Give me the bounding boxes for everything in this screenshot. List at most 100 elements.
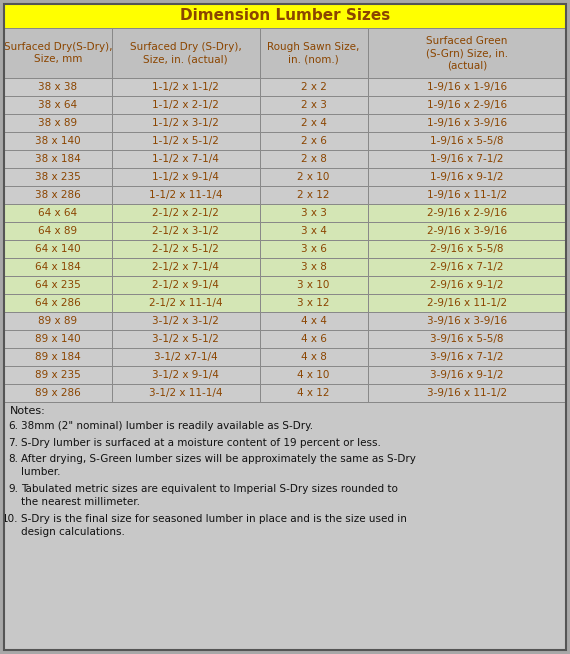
Bar — [260, 168, 368, 186]
Bar — [112, 312, 260, 330]
Text: 2-9/16 x 2-9/16: 2-9/16 x 2-9/16 — [427, 208, 507, 218]
Text: 64 x 140: 64 x 140 — [35, 244, 81, 254]
Bar — [368, 78, 566, 96]
Bar — [4, 186, 112, 204]
Bar — [260, 330, 368, 348]
Bar — [112, 276, 260, 294]
Bar — [4, 132, 112, 150]
Text: 64 x 235: 64 x 235 — [35, 280, 81, 290]
Bar — [112, 168, 260, 186]
Bar — [260, 132, 368, 150]
Bar — [260, 150, 368, 168]
Text: 3 x 12: 3 x 12 — [298, 298, 330, 308]
Text: 3 x 4: 3 x 4 — [301, 226, 327, 236]
Text: 3 x 6: 3 x 6 — [301, 244, 327, 254]
Text: 2 x 2: 2 x 2 — [301, 82, 327, 92]
Bar — [4, 312, 112, 330]
Bar — [4, 384, 112, 402]
Text: 2 x 8: 2 x 8 — [301, 154, 327, 164]
Bar — [112, 240, 260, 258]
Text: 2-1/2 x 3-1/2: 2-1/2 x 3-1/2 — [152, 226, 219, 236]
Text: 2 x 4: 2 x 4 — [301, 118, 327, 128]
Bar — [112, 258, 260, 276]
Text: 1-1/2 x 3-1/2: 1-1/2 x 3-1/2 — [152, 118, 219, 128]
Text: 1-1/2 x 5-1/2: 1-1/2 x 5-1/2 — [152, 136, 219, 146]
Text: 3-1/2 x 3-1/2: 3-1/2 x 3-1/2 — [152, 316, 219, 326]
Bar — [112, 204, 260, 222]
Bar — [4, 78, 112, 96]
Bar — [260, 294, 368, 312]
Text: 3-1/2 x 9-1/4: 3-1/2 x 9-1/4 — [152, 370, 219, 380]
Text: 89 x 184: 89 x 184 — [35, 352, 81, 362]
Text: 1-9/16 x 1-9/16: 1-9/16 x 1-9/16 — [427, 82, 507, 92]
Bar — [368, 330, 566, 348]
Text: 4 x 12: 4 x 12 — [298, 388, 330, 398]
Bar — [260, 96, 368, 114]
Text: S-Dry lumber is surfaced at a moisture content of 19 percent or less.: S-Dry lumber is surfaced at a moisture c… — [21, 438, 381, 447]
Text: 4 x 10: 4 x 10 — [298, 370, 330, 380]
Bar — [4, 114, 112, 132]
Bar — [112, 28, 260, 78]
Text: S-Dry is the final size for seasoned lumber in place and is the size used in
des: S-Dry is the final size for seasoned lum… — [21, 514, 407, 537]
Text: Tabulated metric sizes are equivalent to Imperial S-Dry sizes rounded to
the nea: Tabulated metric sizes are equivalent to… — [21, 484, 398, 508]
Bar — [112, 294, 260, 312]
Text: 38 x 89: 38 x 89 — [38, 118, 78, 128]
Text: 3-9/16 x 3-9/16: 3-9/16 x 3-9/16 — [427, 316, 507, 326]
Text: 64 x 64: 64 x 64 — [38, 208, 78, 218]
Text: 3-9/16 x 5-5/8: 3-9/16 x 5-5/8 — [430, 334, 503, 344]
Bar — [112, 114, 260, 132]
Bar — [260, 204, 368, 222]
Text: 8.: 8. — [8, 454, 18, 464]
Bar — [368, 132, 566, 150]
Text: 38 x 235: 38 x 235 — [35, 172, 81, 182]
Bar — [368, 384, 566, 402]
Bar — [112, 366, 260, 384]
Text: 2-1/2 x 11-1/4: 2-1/2 x 11-1/4 — [149, 298, 222, 308]
Bar — [4, 330, 112, 348]
Text: 3-9/16 x 9-1/2: 3-9/16 x 9-1/2 — [430, 370, 503, 380]
Text: 1-9/16 x 3-9/16: 1-9/16 x 3-9/16 — [427, 118, 507, 128]
Bar — [112, 132, 260, 150]
Text: 1-1/2 x 11-1/4: 1-1/2 x 11-1/4 — [149, 190, 222, 200]
Text: 38 x 286: 38 x 286 — [35, 190, 81, 200]
Bar — [368, 348, 566, 366]
Text: 1-1/2 x 2-1/2: 1-1/2 x 2-1/2 — [152, 100, 219, 110]
Text: 7.: 7. — [8, 438, 18, 447]
Bar — [368, 366, 566, 384]
Text: 2-9/16 x 5-5/8: 2-9/16 x 5-5/8 — [430, 244, 503, 254]
Text: 4 x 8: 4 x 8 — [301, 352, 327, 362]
Bar — [260, 28, 368, 78]
Bar — [260, 186, 368, 204]
Text: 1-9/16 x 9-1/2: 1-9/16 x 9-1/2 — [430, 172, 503, 182]
Text: 38 x 38: 38 x 38 — [38, 82, 78, 92]
Text: 38 x 64: 38 x 64 — [38, 100, 78, 110]
Text: 1-1/2 x 7-1/4: 1-1/2 x 7-1/4 — [152, 154, 219, 164]
Bar — [4, 168, 112, 186]
Bar — [4, 366, 112, 384]
Bar — [368, 28, 566, 78]
Text: Surfaced Dry(S-Dry),
Size, mm: Surfaced Dry(S-Dry), Size, mm — [3, 42, 112, 64]
Bar — [260, 240, 368, 258]
Bar — [112, 96, 260, 114]
Bar — [260, 78, 368, 96]
Text: 2-9/16 x 9-1/2: 2-9/16 x 9-1/2 — [430, 280, 503, 290]
Bar — [112, 330, 260, 348]
Bar — [112, 78, 260, 96]
Bar — [368, 168, 566, 186]
Bar — [4, 276, 112, 294]
Bar — [260, 366, 368, 384]
Text: 3 x 3: 3 x 3 — [301, 208, 327, 218]
Text: 2-1/2 x 2-1/2: 2-1/2 x 2-1/2 — [152, 208, 219, 218]
Bar — [260, 114, 368, 132]
Text: 3-1/2 x 5-1/2: 3-1/2 x 5-1/2 — [152, 334, 219, 344]
Bar — [260, 312, 368, 330]
Bar — [4, 222, 112, 240]
Text: 3-1/2 x 11-1/4: 3-1/2 x 11-1/4 — [149, 388, 222, 398]
Text: 1-9/16 x 11-1/2: 1-9/16 x 11-1/2 — [427, 190, 507, 200]
Text: Rough Sawn Size,
in. (nom.): Rough Sawn Size, in. (nom.) — [267, 42, 360, 64]
Text: 2-1/2 x 5-1/2: 2-1/2 x 5-1/2 — [152, 244, 219, 254]
Bar — [4, 294, 112, 312]
Text: 2-1/2 x 7-1/4: 2-1/2 x 7-1/4 — [152, 262, 219, 272]
Text: 38 x 140: 38 x 140 — [35, 136, 81, 146]
Text: 1-9/16 x 2-9/16: 1-9/16 x 2-9/16 — [427, 100, 507, 110]
